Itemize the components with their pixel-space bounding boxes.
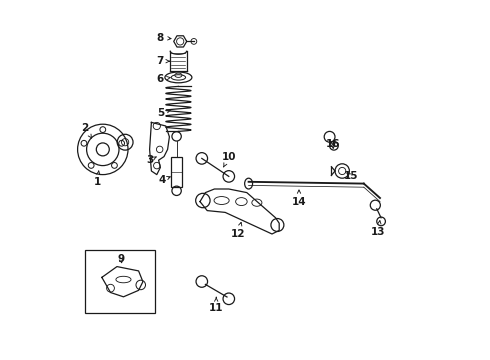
- Text: 3: 3: [146, 155, 156, 165]
- Text: 4: 4: [158, 175, 170, 185]
- Text: 14: 14: [292, 190, 306, 207]
- Text: 5: 5: [157, 108, 170, 118]
- Bar: [171, 157, 182, 187]
- Text: 10: 10: [221, 152, 236, 167]
- Text: 7: 7: [157, 56, 170, 66]
- Text: 2: 2: [81, 123, 92, 138]
- Text: 15: 15: [344, 171, 359, 181]
- Text: 1: 1: [94, 171, 101, 187]
- Text: 11: 11: [209, 297, 223, 313]
- Text: 9: 9: [117, 254, 124, 264]
- Text: 6: 6: [157, 74, 170, 84]
- Text: 12: 12: [231, 222, 245, 239]
- Bar: [85, 250, 155, 313]
- Text: 8: 8: [157, 33, 171, 43]
- Text: 16: 16: [326, 139, 341, 149]
- Text: 13: 13: [371, 221, 386, 237]
